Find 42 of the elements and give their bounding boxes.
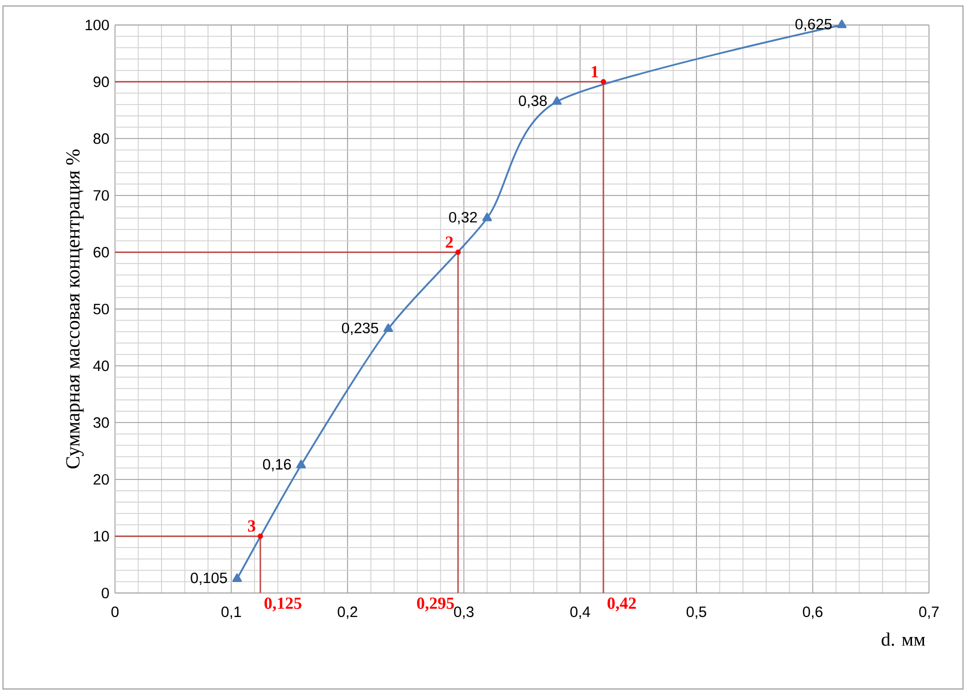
x-tick-label: 0,6 [802,606,822,619]
y-tick-label: 60 [94,246,109,258]
point [258,534,264,539]
annotation: 0,16 [263,459,291,472]
point [482,212,492,222]
point [455,250,461,255]
point [837,20,847,28]
y-tick-label: 40 [93,360,109,372]
annotation: 0,125 [264,598,302,612]
annotation: 0,235 [342,322,378,336]
x-tick-label: 0,4 [570,606,590,619]
point [232,573,242,582]
y-tick-label: 70 [94,190,109,201]
x-axis-title: d. мм [882,632,926,646]
point [600,79,606,84]
point [552,96,562,105]
y-tick-label: 50 [93,304,109,314]
annotation: 3 [248,520,256,532]
annotation: 0,42 [608,598,636,612]
y-axis-title: Суммарная массовая концентрация % [66,149,84,468]
y-tick-label: 30 [93,417,109,428]
annotation: 0,105 [190,572,227,585]
x-tick-label: 0,1 [221,606,241,619]
y-tick-label: 80 [94,133,109,144]
annotation: 1 [592,66,598,78]
x-tick-label: 0,7 [919,606,939,619]
x-tick-label: 0,3 [454,606,474,619]
annotation: 0,625 [795,18,832,32]
annotation: 0,32 [449,212,477,224]
x-tick-label: 0 [111,606,119,618]
y-tick-label: 100 [86,20,109,30]
point [296,460,306,468]
point [383,323,394,332]
y-tick-label: 10 [94,530,109,542]
x-tick-label: 0,2 [338,606,358,619]
y-tick-label: 20 [94,474,109,485]
x-tick-label: 0,5 [686,606,706,619]
annotation: 0,38 [518,96,547,108]
annotation: 2 [446,236,453,248]
y-tick-label: 90 [94,76,109,88]
y-tick-label: 0 [102,588,109,598]
annotation: 0,295 [417,598,454,612]
